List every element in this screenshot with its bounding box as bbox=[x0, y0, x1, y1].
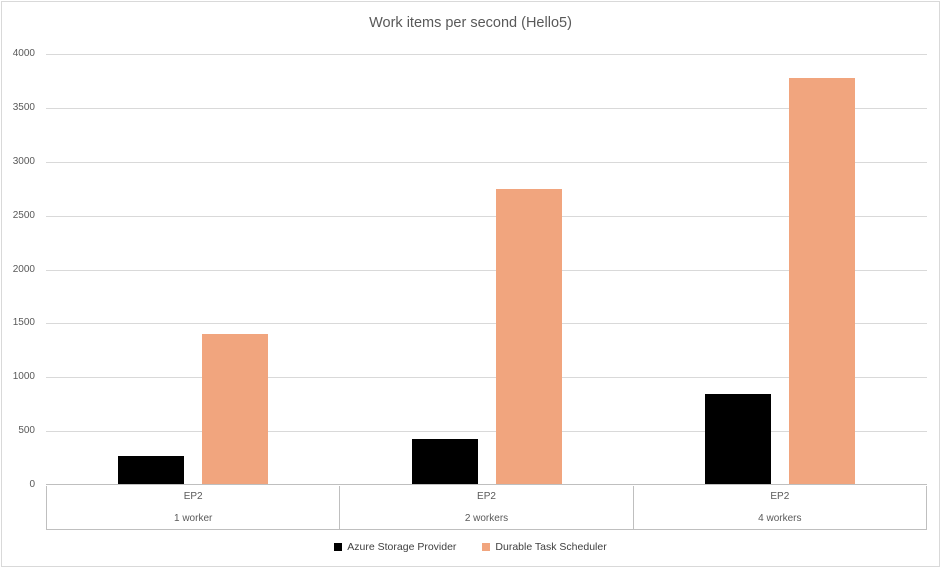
category-label: EP2 bbox=[770, 491, 790, 502]
plot-area bbox=[46, 54, 927, 485]
gridline bbox=[46, 215, 927, 217]
bar-azure-storage-provider bbox=[705, 393, 772, 484]
legend-swatch bbox=[482, 543, 491, 551]
gridline bbox=[46, 377, 927, 379]
y-tick-label: 2000 bbox=[12, 263, 35, 275]
bar-group bbox=[46, 54, 340, 484]
category-cell: EP2 1 worker bbox=[47, 486, 341, 529]
bar-durable-task-scheduler bbox=[495, 189, 562, 484]
legend-item: Azure Storage Provider bbox=[334, 541, 456, 553]
category-cell: EP2 4 workers bbox=[634, 486, 926, 529]
y-tick-label: 1500 bbox=[12, 317, 35, 329]
legend-label: Azure Storage Provider bbox=[347, 541, 457, 553]
category-sublabel: 2 workers bbox=[464, 513, 509, 524]
y-tick-label: 0 bbox=[29, 479, 35, 490]
y-axis-labels: 0 500 1000 1500 2000 2500 3000 3500 4000 bbox=[2, 48, 39, 490]
category-label: EP2 bbox=[183, 491, 203, 502]
bar-group bbox=[340, 54, 634, 484]
legend-swatch bbox=[334, 543, 343, 551]
gridline bbox=[46, 269, 927, 271]
y-tick-label: 3500 bbox=[12, 101, 35, 113]
legend-item: Durable Task Scheduler bbox=[482, 541, 607, 553]
bar-azure-storage-provider bbox=[117, 456, 184, 484]
gridline bbox=[46, 107, 927, 109]
category-label: EP2 bbox=[477, 491, 496, 502]
bar-group bbox=[633, 54, 927, 484]
y-tick-label: 3000 bbox=[12, 155, 35, 167]
x-axis: EP2 1 worker EP2 2 workers EP2 4 workers bbox=[46, 486, 927, 530]
y-tick-label: 500 bbox=[18, 425, 35, 437]
category-sublabel: 1 worker bbox=[173, 513, 213, 524]
category-cell: EP2 2 workers bbox=[340, 486, 634, 529]
gridline bbox=[46, 431, 927, 433]
chart-title: Work items per second (Hello5) bbox=[369, 15, 572, 31]
bar-durable-task-scheduler bbox=[789, 77, 856, 484]
bar-groups bbox=[46, 54, 927, 484]
gridline bbox=[46, 323, 927, 325]
bar-azure-storage-provider bbox=[411, 438, 478, 484]
legend: Azure Storage Provider Durable Task Sched… bbox=[2, 541, 939, 553]
legend-label: Durable Task Scheduler bbox=[495, 541, 607, 553]
y-tick-label: 2500 bbox=[12, 209, 35, 221]
bar-durable-task-scheduler bbox=[201, 333, 268, 484]
category-sublabel: 4 workers bbox=[758, 513, 802, 524]
y-tick-label: 1000 bbox=[12, 371, 35, 383]
gridline bbox=[46, 161, 927, 163]
gridline bbox=[46, 54, 927, 55]
y-tick-label: 4000 bbox=[12, 48, 35, 59]
